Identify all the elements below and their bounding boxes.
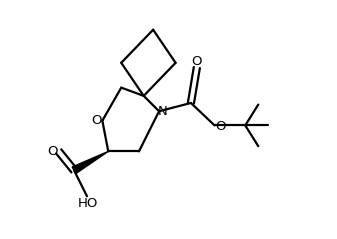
Text: O: O [215, 120, 226, 133]
Text: O: O [192, 55, 202, 68]
Polygon shape [72, 151, 108, 174]
Text: O: O [48, 145, 58, 158]
Text: N: N [158, 105, 167, 118]
Text: HO: HO [78, 197, 98, 210]
Text: O: O [91, 114, 102, 127]
